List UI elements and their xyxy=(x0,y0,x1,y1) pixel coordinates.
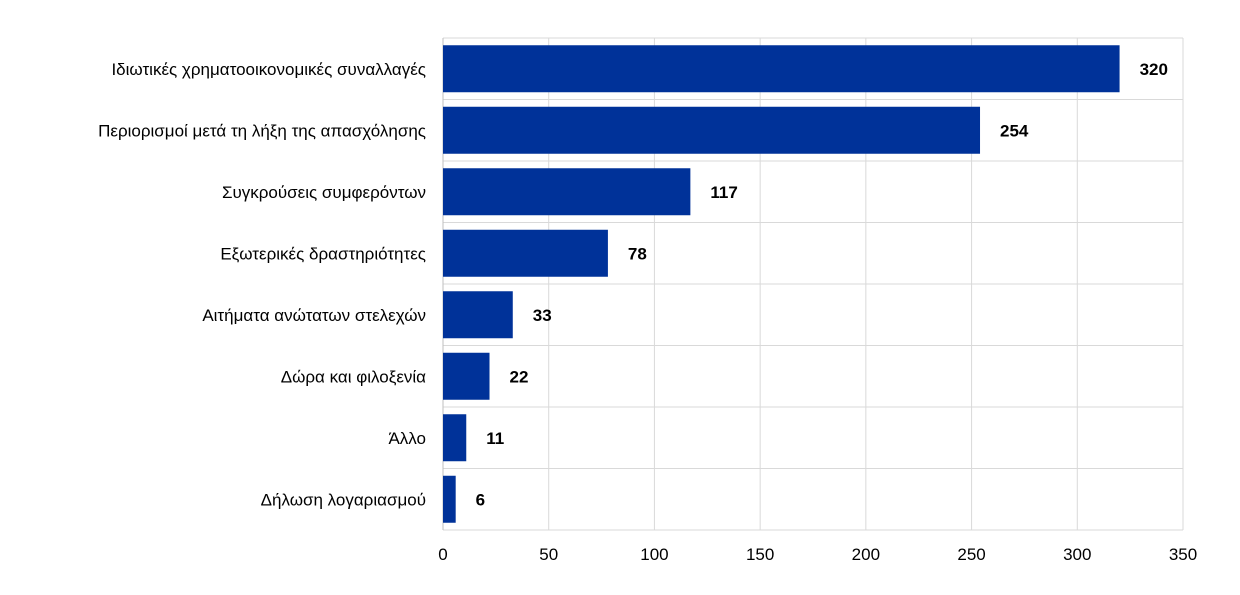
category-label: Εξωτερικές δραστηριότητες xyxy=(220,244,426,263)
category-label: Δήλωση λογαριασμού xyxy=(261,490,426,509)
bar xyxy=(443,45,1120,93)
x-tick-label: 0 xyxy=(438,545,447,564)
category-label: Δώρα και φιλοξενία xyxy=(281,367,426,386)
bar xyxy=(443,475,456,523)
category-label: Άλλο xyxy=(388,429,426,448)
data-label: 320 xyxy=(1140,60,1168,79)
category-label: Αιτήματα ανώτατων στελεχών xyxy=(202,306,426,325)
data-label: 33 xyxy=(533,306,552,325)
data-label: 22 xyxy=(510,367,529,386)
bar xyxy=(443,106,981,154)
bar xyxy=(443,352,490,400)
data-label: 11 xyxy=(486,429,504,448)
x-tick-label: 350 xyxy=(1169,545,1197,564)
data-label: 254 xyxy=(1000,121,1029,140)
data-label: 6 xyxy=(476,490,485,509)
x-tick-label: 300 xyxy=(1063,545,1091,564)
bar xyxy=(443,229,608,277)
category-label: Συγκρούσεις συμφερόντων xyxy=(222,183,426,202)
x-tick-label: 250 xyxy=(957,545,985,564)
x-tick-label: 200 xyxy=(852,545,880,564)
category-label: Ιδιωτικές χρηματοοικονομικές συναλλαγές xyxy=(111,60,426,79)
bar xyxy=(443,168,691,216)
bar xyxy=(443,291,513,339)
x-tick-label: 50 xyxy=(539,545,558,564)
data-label: 117 xyxy=(710,183,737,202)
x-tick-label: 150 xyxy=(746,545,774,564)
category-label: Περιορισμοί μετά τη λήξη της απασχόλησης xyxy=(98,121,426,140)
x-tick-label: 100 xyxy=(640,545,668,564)
bar xyxy=(443,414,467,462)
data-label: 78 xyxy=(628,244,647,263)
